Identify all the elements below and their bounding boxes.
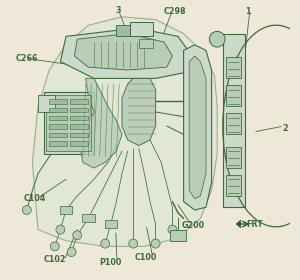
Text: 3: 3	[116, 6, 122, 15]
Bar	[44, 92, 94, 154]
Bar	[49, 99, 68, 104]
Polygon shape	[74, 34, 172, 70]
Bar	[60, 206, 72, 214]
Bar	[46, 95, 91, 151]
Bar	[49, 116, 68, 120]
Bar	[70, 99, 88, 104]
Bar	[226, 175, 241, 196]
Circle shape	[209, 31, 225, 47]
Bar	[49, 133, 68, 137]
Text: C298: C298	[164, 7, 186, 16]
Bar	[226, 85, 241, 106]
Polygon shape	[184, 45, 212, 210]
Text: C104: C104	[24, 194, 46, 203]
Bar	[49, 141, 68, 146]
Polygon shape	[32, 17, 217, 246]
Bar	[130, 22, 153, 36]
Bar	[82, 214, 94, 222]
Text: 1: 1	[245, 7, 251, 16]
Bar	[70, 116, 88, 120]
Text: G200: G200	[182, 221, 205, 230]
Bar	[139, 39, 153, 48]
Bar	[70, 133, 88, 137]
Polygon shape	[60, 28, 192, 78]
Bar	[169, 230, 186, 241]
Polygon shape	[80, 78, 122, 168]
Bar	[226, 57, 241, 78]
Bar	[223, 34, 245, 207]
Bar	[38, 95, 55, 112]
Bar	[70, 108, 88, 112]
Text: P100: P100	[100, 258, 122, 267]
Bar	[70, 124, 88, 129]
Polygon shape	[122, 78, 156, 146]
Circle shape	[22, 206, 31, 214]
Text: C102: C102	[44, 255, 67, 264]
Text: 2: 2	[282, 124, 288, 133]
Bar	[116, 25, 136, 36]
Circle shape	[168, 225, 177, 234]
Text: C266: C266	[16, 54, 38, 63]
Circle shape	[101, 239, 110, 248]
Text: FRT: FRT	[246, 220, 262, 229]
Bar	[49, 124, 68, 129]
Circle shape	[50, 242, 59, 251]
Circle shape	[129, 239, 138, 248]
Bar	[226, 147, 241, 168]
Bar	[226, 113, 241, 134]
Circle shape	[67, 248, 76, 256]
Polygon shape	[236, 220, 241, 228]
Circle shape	[73, 231, 82, 240]
Circle shape	[56, 225, 65, 234]
Circle shape	[151, 239, 160, 248]
Text: C100: C100	[135, 253, 157, 262]
Bar	[105, 220, 117, 228]
Bar	[49, 108, 68, 112]
Polygon shape	[189, 56, 206, 199]
Bar	[70, 141, 88, 146]
